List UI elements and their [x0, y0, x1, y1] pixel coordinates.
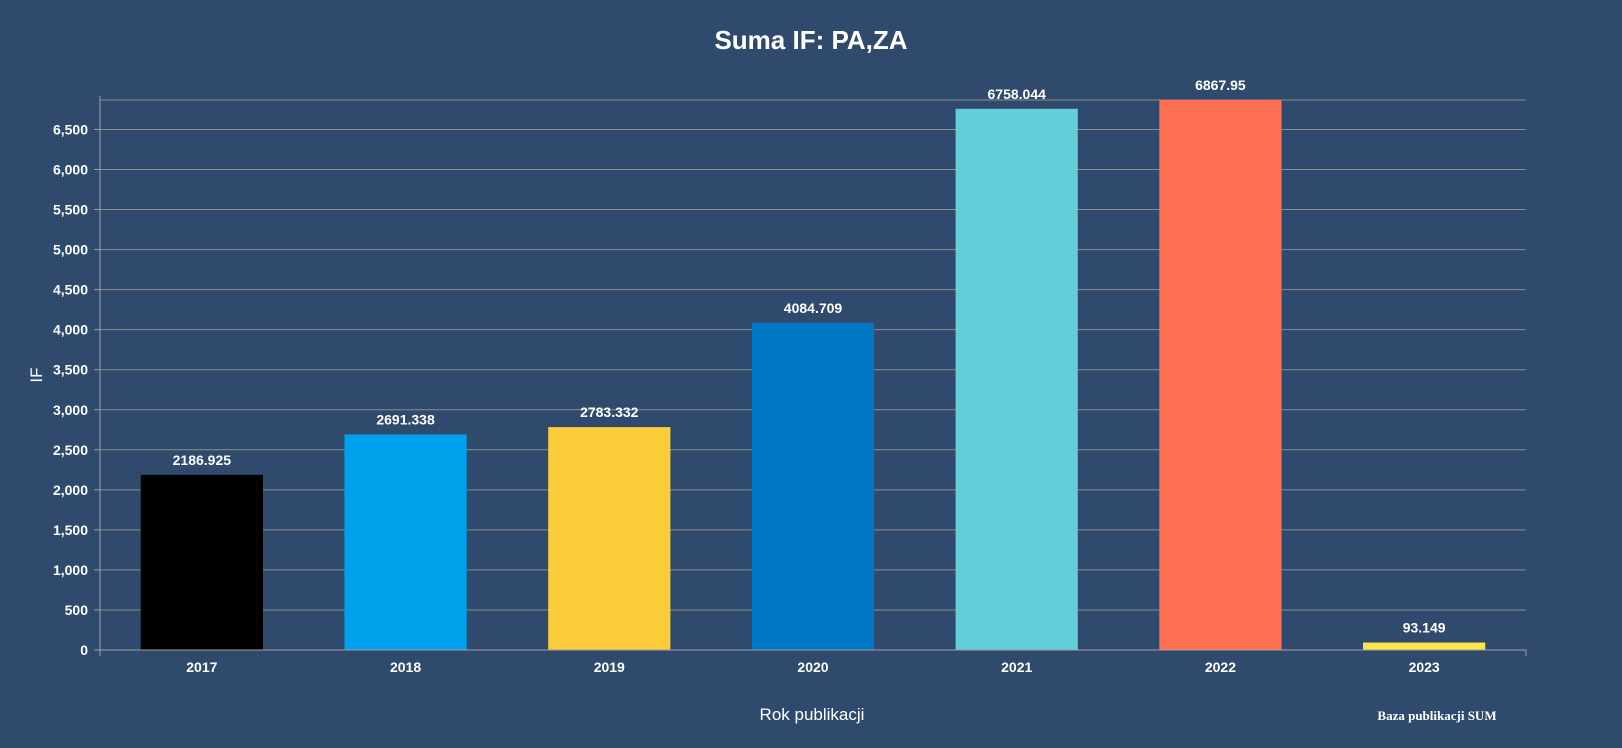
- data-labels: 2186.925 2691.338 2783.332 4084.709 6758.044…: [173, 77, 1446, 636]
- x-tick-label-2020: 2020: [797, 659, 828, 675]
- x-tick-label-2019: 2019: [594, 659, 625, 675]
- y-tick-label: 2,500: [53, 442, 88, 458]
- data-label-2023: 93.149: [1403, 620, 1446, 636]
- bar-2020: [751, 322, 875, 650]
- data-label-2021: 6758.044: [988, 86, 1047, 102]
- x-tick-label-2023: 2023: [1409, 659, 1440, 675]
- x-tick-label-2017: 2017: [186, 659, 217, 675]
- chart-title: Suma IF: PA,ZA: [714, 25, 907, 55]
- y-tick-label: 2,000: [53, 482, 88, 498]
- y-tick-label: 1,000: [53, 562, 88, 578]
- bar-2021: [955, 108, 1078, 650]
- source-credit: Baza publikacji SUM: [1377, 708, 1496, 723]
- x-tick-label-2022: 2022: [1205, 659, 1236, 675]
- data-label-2019: 2783.332: [580, 404, 639, 420]
- y-tick-label: 3,500: [53, 362, 88, 378]
- y-tick-label: 3,000: [53, 402, 88, 418]
- y-tick-label: 6,000: [53, 162, 88, 178]
- y-tick-label: 5,500: [53, 202, 88, 218]
- bar-2023: [1363, 642, 1486, 650]
- y-tick-label: 4,500: [53, 282, 88, 298]
- x-axis-title: Rok publikacji: [760, 705, 865, 724]
- y-tick-label: 0: [80, 642, 88, 658]
- bar-2019: [548, 427, 671, 650]
- y-axis-title: IF: [27, 367, 46, 382]
- data-label-2017: 2186.925: [173, 452, 232, 468]
- y-tick-label: 6,500: [53, 121, 88, 137]
- x-tick-label-2021: 2021: [1001, 659, 1032, 675]
- y-tick-label: 5,000: [53, 242, 88, 258]
- x-tick-label-2018: 2018: [390, 659, 421, 675]
- bar-2017: [140, 474, 263, 650]
- y-axis-ticks: 0 500 1,000 1,500 2,000 2,500 3,000 3,500 4,000 4…: [53, 121, 100, 658]
- x-axis-ticks: 2017 2018 2019 2020 2021 2022 2023: [99, 650, 1527, 675]
- y-tick-label: 4,000: [53, 322, 88, 338]
- bars: [140, 100, 1486, 650]
- data-label-2022: 6867.95: [1195, 77, 1246, 93]
- bar-2022: [1159, 100, 1282, 650]
- y-tick-label: 1,500: [53, 522, 88, 538]
- bar-2018: [344, 434, 467, 650]
- y-tick-label: 500: [65, 602, 89, 618]
- data-label-2020: 4084.709: [784, 300, 843, 316]
- data-label-2018: 2691.338: [376, 411, 435, 427]
